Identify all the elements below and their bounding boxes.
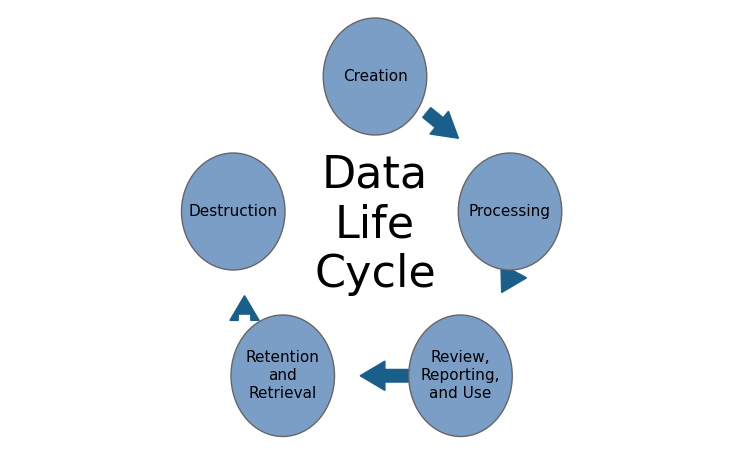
FancyArrow shape	[501, 264, 526, 292]
Text: Destruction: Destruction	[189, 204, 278, 219]
Ellipse shape	[458, 153, 562, 270]
FancyArrow shape	[423, 108, 458, 138]
Ellipse shape	[182, 153, 285, 270]
FancyArrow shape	[230, 296, 260, 320]
Text: Retention
and
Retrieval: Retention and Retrieval	[246, 350, 320, 401]
Ellipse shape	[409, 315, 512, 436]
Ellipse shape	[323, 18, 427, 135]
Ellipse shape	[231, 315, 334, 436]
FancyArrow shape	[360, 361, 409, 390]
Text: Review,
Reporting,
and Use: Review, Reporting, and Use	[421, 350, 500, 401]
Text: Data
Life
Cycle: Data Life Cycle	[314, 154, 436, 296]
Text: Creation: Creation	[343, 69, 407, 84]
Text: Processing: Processing	[469, 204, 551, 219]
